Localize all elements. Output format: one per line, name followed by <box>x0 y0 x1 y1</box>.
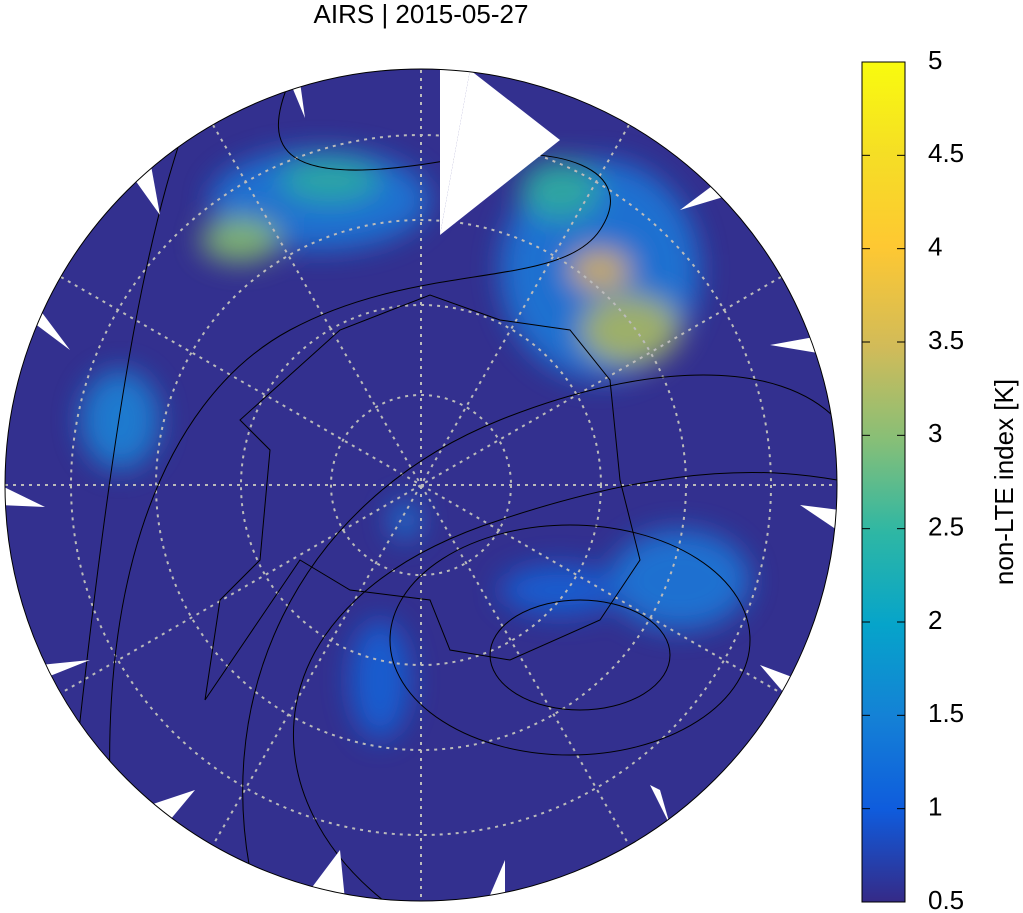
colorbar-tick-label: 4.5 <box>928 138 964 168</box>
colorbar-tick-label: 4 <box>928 232 942 262</box>
colorbar-label: non-LTE index [K] <box>989 379 1019 585</box>
colorbar-tick-label: 3.5 <box>928 325 964 355</box>
colorbar-tick-label: 3 <box>928 418 942 448</box>
colorbar <box>861 61 906 903</box>
colorbar-tick-label: 5 <box>928 45 942 75</box>
colorbar-tick-label: 1.5 <box>928 698 964 728</box>
colorbar-tick-label: 0.5 <box>928 885 964 913</box>
colorbar-tick-label: 2.5 <box>928 512 964 542</box>
map-title: AIRS | 2015-05-27 <box>314 0 529 29</box>
colorbar-tick-label: 2 <box>928 605 942 635</box>
map-outline <box>4 68 838 902</box>
map <box>5 69 837 901</box>
colorbar-tick-label: 1 <box>928 792 942 822</box>
